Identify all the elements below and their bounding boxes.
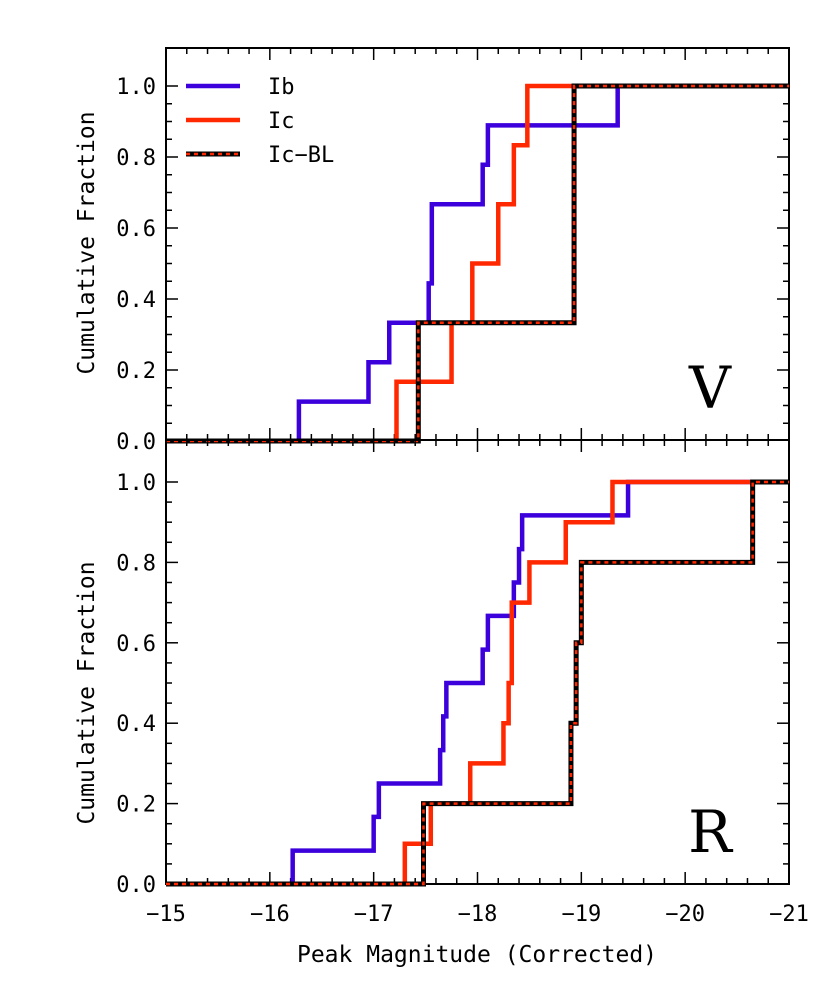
- y-tick-label: 0.8: [116, 146, 156, 171]
- y-tick-label: 0.0: [116, 430, 156, 455]
- y-tick-label: 0.8: [116, 551, 156, 576]
- y-axis-title-top: Cumulative Fraction: [74, 111, 100, 374]
- panel-label: R: [688, 798, 734, 866]
- series-line-ib: [166, 479, 789, 887]
- panel-label: V: [688, 354, 732, 422]
- legend-label: Ib: [268, 75, 295, 100]
- series-line-ic: [166, 479, 789, 887]
- series-line-ic: [166, 83, 789, 444]
- x-axis-title: Peak Magnitude (Corrected): [297, 942, 657, 968]
- y-axis-title-bottom: Cumulative Fraction: [74, 561, 100, 824]
- y-tick-label: 0.4: [116, 712, 156, 737]
- series-line-ib: [166, 83, 789, 444]
- x-tick-label: −18: [458, 902, 498, 927]
- y-tick-label: 0.0: [116, 873, 156, 898]
- y-tick-label: 0.4: [116, 288, 156, 313]
- panel-v: 0.0 0.2 0.4 0.6 0.8 1.0 V Ib Ic Ic−BL: [116, 47, 790, 455]
- legend-label: Ic−BL: [268, 143, 334, 168]
- x-tick-label: −16: [250, 902, 290, 927]
- panel-r: 0.0 0.2 0.4 0.6 0.8 1.0 R: [116, 439, 790, 898]
- y-ticks: 0.0 0.2 0.4 0.6 0.8 1.0: [116, 471, 789, 898]
- y-tick-label: 0.6: [116, 632, 156, 657]
- x-tick-label: −21: [769, 902, 809, 927]
- y-tick-label: 1.0: [116, 471, 156, 496]
- series-line-ic-bl-dash: [166, 480, 789, 886]
- x-ticks: [165, 440, 790, 884]
- x-tick-label: −15: [146, 902, 186, 927]
- y-tick-label: 0.2: [116, 793, 156, 818]
- x-tick-label: −20: [665, 902, 705, 927]
- series-group: [166, 479, 789, 887]
- legend-label: Ic: [268, 109, 295, 134]
- y-ticks: 0.0 0.2 0.4 0.6 0.8 1.0: [116, 75, 789, 455]
- x-tick-label: −19: [561, 902, 601, 927]
- legend: Ib Ic Ic−BL: [186, 75, 334, 168]
- y-tick-label: 0.6: [116, 217, 156, 242]
- y-tick-label: 0.2: [116, 359, 156, 384]
- x-tick-label: −17: [354, 902, 394, 927]
- x-axis: −15 −16 −17 −18 −19 −20 −21: [146, 902, 809, 927]
- y-tick-label: 1.0: [116, 75, 156, 100]
